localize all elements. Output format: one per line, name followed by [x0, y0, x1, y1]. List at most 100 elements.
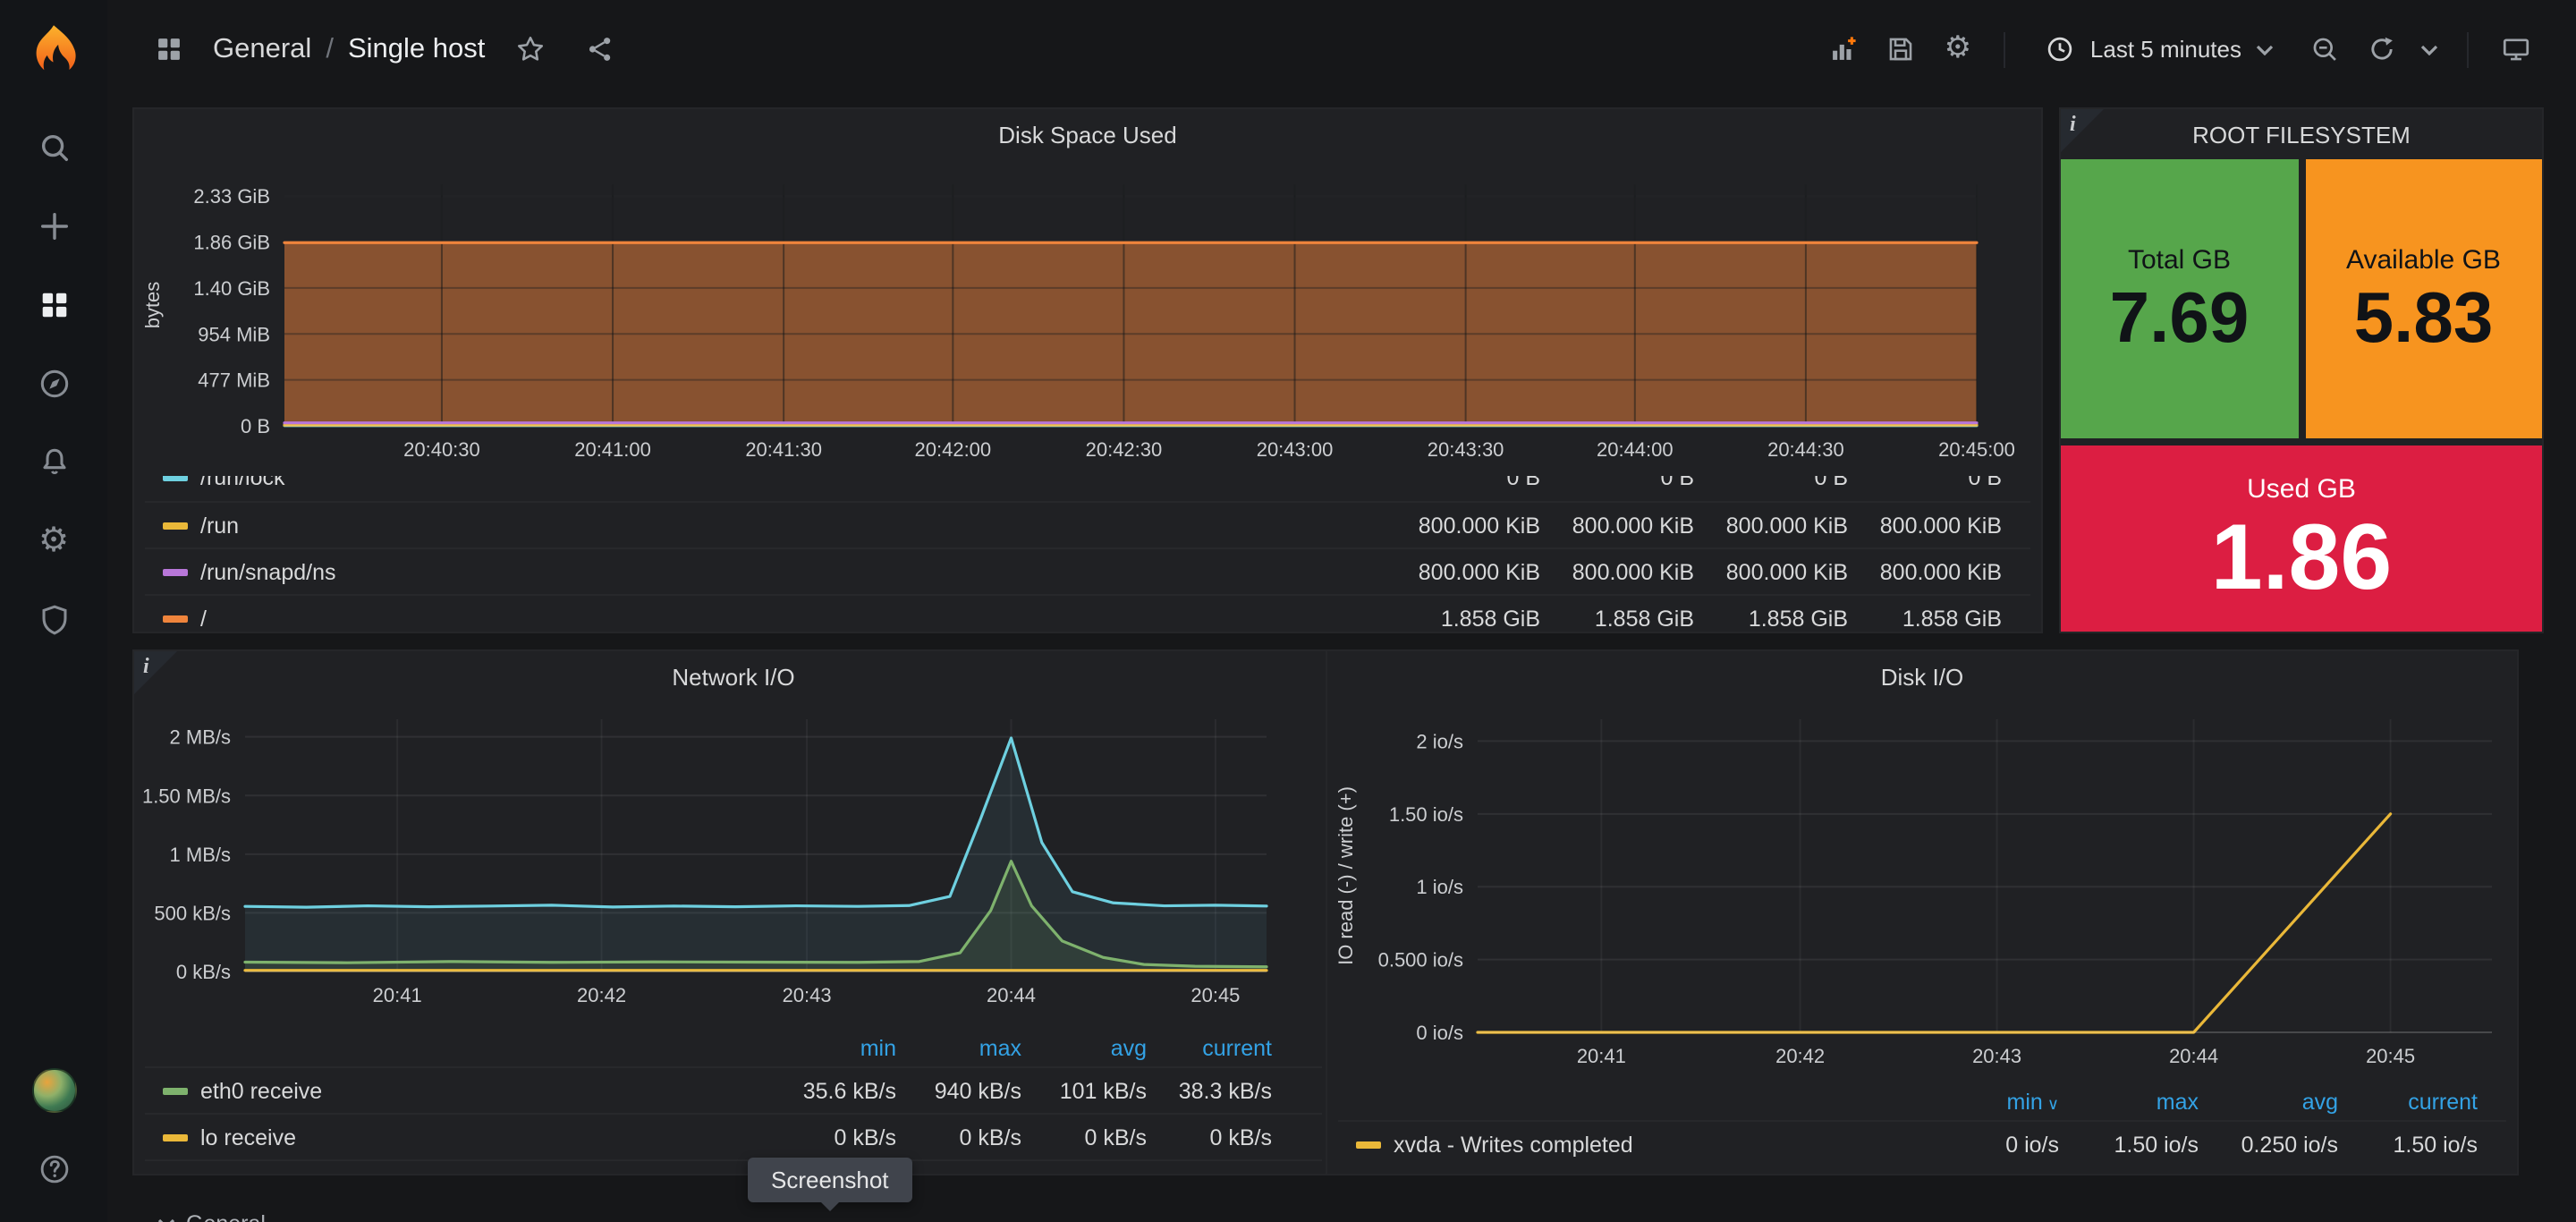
time-picker-button[interactable]: Last 5 minutes [2028, 21, 2292, 78]
legend-header-row: min max avg current [145, 1031, 1322, 1066]
panel-title[interactable]: Disk Space Used [998, 121, 1177, 148]
legend-value: 940 kB/s [934, 1078, 1021, 1103]
legend-sort-min[interactable]: min [860, 1036, 896, 1061]
legend-row[interactable]: /run 800.000 KiB 800.000 KiB 800.000 KiB 800… [145, 501, 2030, 547]
sidebar-item-server-admin[interactable] [0, 580, 107, 658]
legend-row[interactable]: /run/lock 0 B 0 B 0 B 0 B [145, 476, 2030, 501]
legend-value: 0 B [1968, 476, 2002, 490]
legend-sort-current[interactable]: current [1202, 1036, 1272, 1061]
legend-sort-current[interactable]: current [2408, 1090, 2478, 1115]
sidebar-item-profile[interactable] [0, 1050, 107, 1129]
legend-sort-avg[interactable]: avg [2301, 1090, 2338, 1115]
stat-used-gb[interactable]: Used GB 1.86 [2061, 446, 2542, 632]
sidebar-item-create[interactable] [0, 186, 107, 265]
apps-grid-button[interactable] [143, 22, 193, 76]
info-icon: i [143, 653, 149, 678]
svg-text:2 MB/s: 2 MB/s [170, 726, 231, 749]
panel-info-corner[interactable]: i [134, 651, 177, 694]
svg-text:1 MB/s: 1 MB/s [170, 844, 231, 866]
add-panel-icon [1833, 37, 1856, 60]
legend-row[interactable]: /run/snapd/ns 800.000 KiB 800.000 KiB 800.0… [145, 547, 2030, 594]
cycle-view-button[interactable] [2490, 22, 2540, 76]
legend-row[interactable]: / 1.858 GiB 1.858 GiB 1.858 GiB 1.858 GiB [145, 594, 2030, 632]
panel-info-corner[interactable]: i [2061, 109, 2104, 152]
legend-row[interactable]: eth0 transmit526 kB/s1.94 MB/s573 kB/s54… [145, 1159, 1322, 1170]
legend-sort-min[interactable]: min ∨ [2006, 1090, 2060, 1115]
svg-text:20:42:00: 20:42:00 [915, 438, 992, 461]
legend-value: 0 B [1506, 476, 1540, 490]
breadcrumb: General / Single host [213, 33, 485, 65]
navbar-divider [2004, 31, 2006, 67]
sidebar-item-alerting[interactable] [0, 422, 107, 501]
legend-scroll-area[interactable]: /run/lock 0 B 0 B 0 B 0 B/run 800.000 KiB 800.… [145, 476, 2030, 632]
legend-sort-avg[interactable]: avg [1110, 1036, 1147, 1061]
legend-row[interactable]: lo receive 0 kB/s 0 kB/s 0 kB/s 0 kB/s [145, 1113, 1322, 1159]
row-title: General [186, 1211, 266, 1222]
legend-row[interactable]: xvda - Writes completed 0 io/s 1.50 io/s 0.… [1338, 1120, 2506, 1167]
legend-row[interactable]: eth0 receive 35.6 kB/s 940 kB/s 101 kB/s 38.… [145, 1066, 1322, 1113]
series-color-swatch-icon [163, 568, 188, 575]
svg-text:20:43:30: 20:43:30 [1428, 438, 1504, 461]
star-icon [517, 36, 543, 61]
sidebar-item-configuration[interactable]: ⚙ [0, 501, 107, 580]
grafana-logo[interactable] [23, 21, 84, 82]
legend-value: 800.000 KiB [1879, 513, 2002, 538]
stat-label: Available GB [2346, 244, 2501, 275]
svg-text:20:41: 20:41 [1577, 1045, 1626, 1067]
legend-value: 800.000 KiB [1879, 559, 2002, 584]
legend-sort-max[interactable]: max [979, 1036, 1021, 1061]
save-icon [1889, 38, 1912, 61]
panel-title[interactable]: ROOT FILESYSTEM [2192, 121, 2411, 148]
sidebar-item-help[interactable] [0, 1129, 107, 1208]
disk-space-plot-svg: 0 B 477 MiB 954 MiB 1.40 GiB 1.86 GiB 2.33 Gi… [141, 184, 2015, 461]
refresh-interval-caret[interactable] [2413, 22, 2445, 76]
refresh-icon [2370, 37, 2392, 60]
svg-text:20:45: 20:45 [1191, 984, 1240, 1006]
favorite-button[interactable] [504, 22, 555, 76]
svg-text:477 MiB: 477 MiB [198, 369, 270, 392]
panel-disk-space-used: Disk Space Used 0 B 477 MiB 954 MiB 1.40 Gi… [132, 107, 2043, 633]
svg-text:1.50 MB/s: 1.50 MB/s [142, 785, 231, 807]
sidebar-item-explore[interactable] [0, 344, 107, 422]
question-circle-icon [39, 1154, 68, 1183]
sidebar-item-search[interactable] [0, 107, 107, 186]
panel-title[interactable]: Network I/O [672, 663, 795, 690]
zoom-out-button[interactable] [2299, 22, 2349, 76]
disk-io-chart[interactable]: 0 io/s 0.500 io/s 1 io/s 1.50 io/s 2 io/s 20:… [1327, 701, 2517, 1081]
save-dashboard-button[interactable] [1876, 22, 1926, 76]
legend-value: 1.858 GiB [1440, 606, 1540, 631]
row-collapse-caret-icon [157, 1218, 175, 1222]
sidebar-item-dashboards[interactable] [0, 265, 107, 344]
legend-sort-max[interactable]: max [2156, 1090, 2199, 1115]
legend-value: 1.858 GiB [1594, 606, 1694, 631]
series-color-swatch-icon [163, 476, 188, 481]
svg-text:20:43: 20:43 [783, 984, 832, 1006]
share-button[interactable] [574, 22, 624, 76]
legend-scroll-area[interactable]: min max avg current eth0 receive 35.6 kB/s 940… [145, 1031, 1322, 1170]
legend-value: 800.000 KiB [1572, 513, 1694, 538]
stat-total-gb[interactable]: Total GB 7.69 [2061, 159, 2298, 438]
add-panel-button[interactable] [1818, 22, 1868, 76]
svg-text:20:43: 20:43 [1972, 1045, 2021, 1067]
legend-scroll-area[interactable]: min ∨ max avg current xvda - Writes complete… [1338, 1084, 2506, 1174]
series-name: /run [200, 513, 240, 538]
bell-icon [42, 447, 65, 473]
svg-text:0 kB/s: 0 kB/s [176, 961, 231, 983]
disk-space-chart[interactable]: 0 B 477 MiB 954 MiB 1.40 GiB 1.86 GiB 2.33 Gi… [134, 159, 2041, 472]
legend-value: 38.3 kB/s [1178, 1078, 1272, 1103]
panel-title[interactable]: Disk I/O [1880, 663, 1964, 690]
network-io-chart[interactable]: 0 kB/s 500 kB/s 1 MB/s 1.50 MB/s 2 MB/s 20:41… [134, 701, 1333, 1016]
stat-available-gb[interactable]: Available GB 5.83 [2305, 159, 2542, 438]
breadcrumb-section[interactable]: General [213, 33, 312, 64]
series-color-swatch-icon [1356, 1141, 1381, 1148]
dashboard-settings-button[interactable]: ⚙ [1933, 22, 1983, 76]
breadcrumb-page[interactable]: Single host [347, 33, 486, 64]
next-row-header[interactable]: General [157, 1211, 266, 1222]
svg-text:20:42: 20:42 [577, 984, 626, 1006]
navbar-left: General / Single host [143, 22, 624, 76]
refresh-button[interactable] [2356, 22, 2406, 76]
legend-value: 0.250 io/s [2241, 1132, 2338, 1157]
main-area: General / Single host [107, 0, 2576, 1222]
network-io-plot-svg: 0 kB/s 500 kB/s 1 MB/s 1.50 MB/s 2 MB/s 20:41… [142, 719, 1268, 1006]
